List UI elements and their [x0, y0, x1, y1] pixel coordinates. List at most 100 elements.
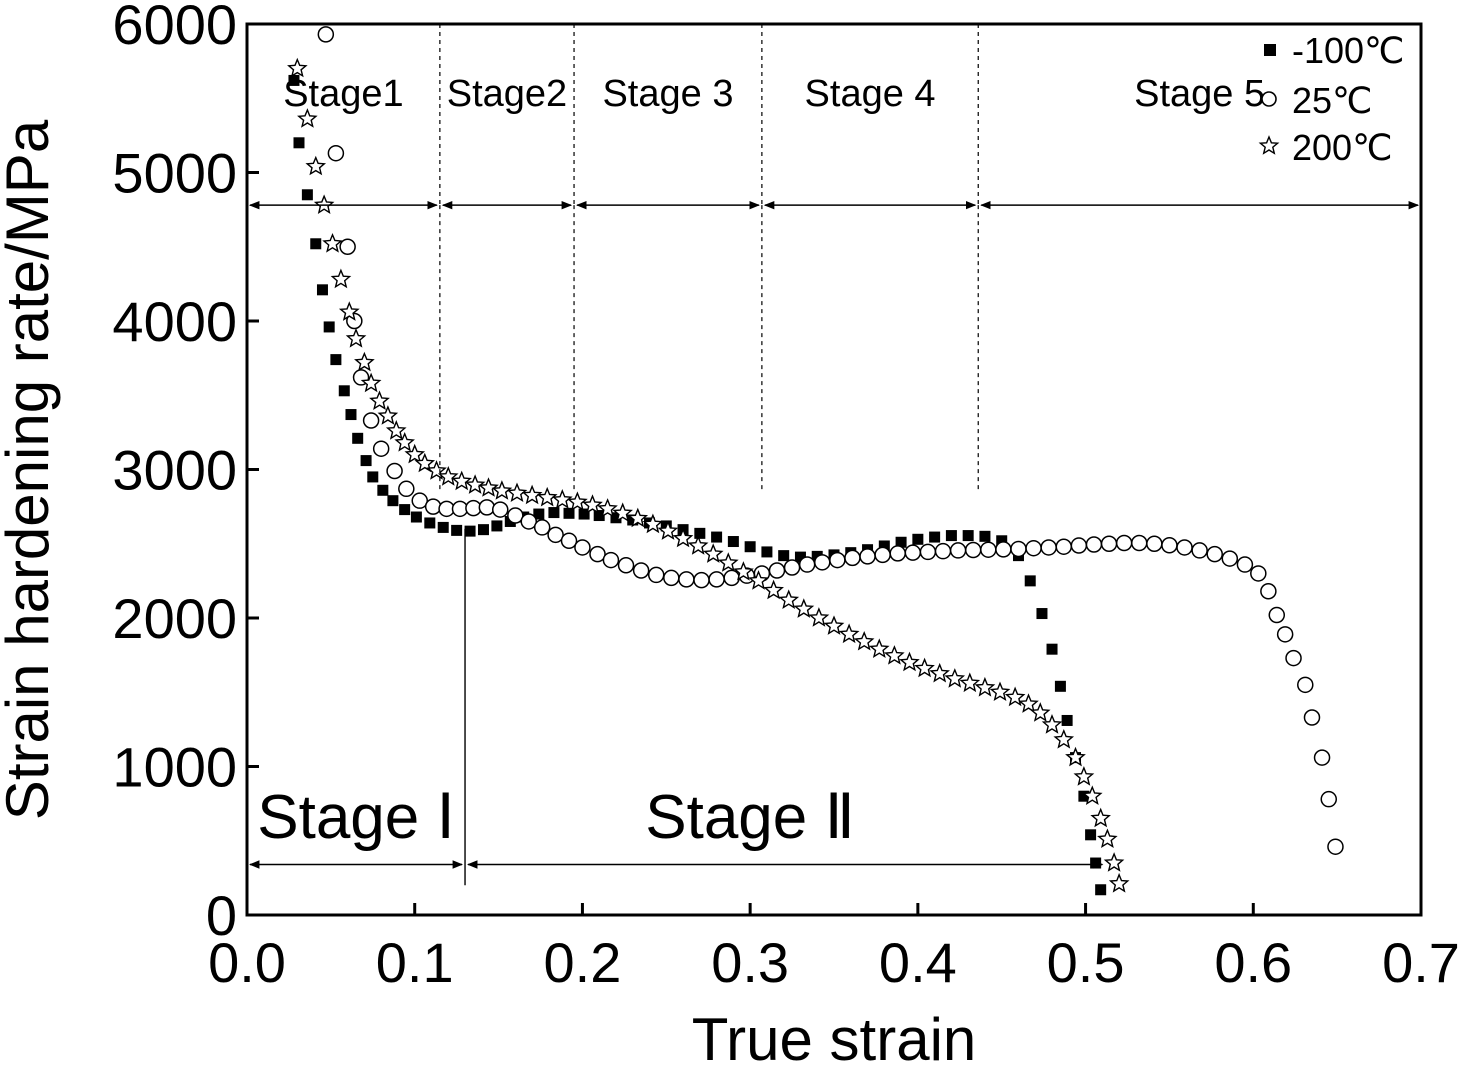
data-point-square	[694, 527, 706, 539]
data-point-square	[491, 520, 503, 532]
data-point-circle	[874, 546, 891, 564]
y-tick-label: 5000	[112, 142, 237, 205]
data-point-square	[301, 189, 313, 201]
stage-label: Stage 4	[805, 73, 936, 115]
major-stage-label: Stage Ⅰ	[257, 783, 455, 852]
data-point-star	[1081, 785, 1103, 806]
data-point-square	[878, 540, 890, 552]
data-point-circle	[1313, 749, 1331, 766]
data-point-circle	[617, 557, 635, 574]
data-point-circle	[1040, 539, 1057, 556]
data-point-star	[345, 327, 367, 348]
data-point-circle	[560, 532, 578, 550]
legend-entry-minus100: -100℃	[1264, 30, 1404, 71]
data-point-star	[899, 651, 920, 672]
data-point-circle	[1025, 539, 1042, 557]
data-point-circle	[647, 566, 665, 584]
data-point-star	[868, 638, 890, 659]
data-point-square	[288, 74, 300, 86]
data-point-square	[912, 533, 924, 545]
data-point-square	[794, 551, 806, 563]
data-point-square	[1054, 680, 1066, 692]
data-point-star	[1018, 693, 1039, 713]
y-axis-title: Strain hardening rate/MPa	[0, 119, 61, 820]
legend-entry-200: 200℃	[1258, 127, 1393, 168]
data-point-star	[702, 543, 724, 563]
data-point-square	[451, 524, 463, 536]
data-point-square	[563, 507, 575, 519]
data-point-star	[672, 527, 694, 548]
data-point-star	[338, 301, 360, 321]
data-point-square	[1085, 829, 1097, 841]
data-point-circle	[904, 544, 922, 561]
data-point-star	[687, 535, 709, 555]
data-point-star	[297, 108, 318, 128]
y-tick-label: 2000	[112, 587, 237, 650]
data-point-circle	[1115, 534, 1133, 552]
data-point-circle	[478, 499, 496, 516]
data-point-circle	[386, 462, 403, 480]
data-point-circle	[708, 571, 725, 588]
data-point-square	[410, 511, 422, 523]
y-tick-label: 4000	[112, 290, 237, 353]
data-point-star	[322, 232, 343, 253]
data-point-star	[642, 513, 664, 534]
data-point-circle	[829, 551, 846, 569]
data-point-circle	[1206, 545, 1223, 563]
data-point-star	[369, 390, 390, 411]
data-point-circle	[1085, 536, 1103, 553]
data-point-square	[1095, 884, 1107, 896]
data-point-star	[959, 672, 981, 693]
data-point-star	[627, 507, 649, 528]
data-point-square	[996, 535, 1008, 547]
data-point-star	[360, 372, 382, 393]
data-point-square	[578, 508, 590, 520]
data-point-star	[733, 561, 754, 581]
data-point-star	[853, 630, 875, 651]
data-point-star	[491, 480, 513, 500]
data-point-circle	[1130, 534, 1148, 552]
data-point-star	[404, 443, 426, 464]
data-point-circle	[723, 569, 740, 587]
data-point-square	[711, 531, 723, 543]
data-point-star	[793, 598, 815, 618]
x-tick-label: 0.7	[1382, 931, 1460, 994]
data-point-square	[338, 385, 350, 397]
data-point-circle	[547, 526, 564, 544]
data-point-star	[536, 486, 558, 507]
data-point-square	[761, 546, 773, 558]
data-point-circle	[1297, 676, 1314, 694]
data-point-star	[394, 431, 415, 452]
data-point-square	[727, 536, 739, 548]
data-point-circle	[1260, 583, 1277, 600]
legend-entry-25: 25℃	[1261, 80, 1372, 121]
data-point-star	[597, 498, 618, 518]
data-point-star	[1041, 714, 1063, 734]
legend-label-200: 200℃	[1292, 127, 1393, 168]
data-point-square	[399, 504, 411, 516]
data-point-star	[989, 681, 1011, 701]
data-point-star	[763, 579, 784, 600]
data-point-circle	[1268, 606, 1286, 624]
x-tick-label: 0.4	[879, 931, 957, 994]
x-tick-label: 0.1	[376, 931, 454, 994]
data-point-square	[323, 321, 335, 333]
data-point-square	[424, 517, 436, 529]
data-point-circle	[327, 144, 345, 162]
data-point-star	[884, 645, 905, 665]
stage-label: Stage 5	[1134, 73, 1265, 115]
data-point-star	[1108, 872, 1130, 893]
major-stage-label: Stage Ⅱ	[645, 783, 855, 852]
data-point-circle	[949, 542, 967, 559]
data-point-square	[533, 508, 545, 520]
data-point-star	[944, 668, 966, 688]
data-point-square	[979, 530, 991, 542]
stage-label: Stage2	[447, 73, 567, 115]
data-point-star	[451, 470, 472, 491]
data-point-square	[330, 354, 342, 366]
data-point-circle	[1303, 709, 1321, 726]
data-point-square	[437, 521, 449, 533]
data-point-square	[352, 432, 364, 444]
data-point-star	[313, 194, 335, 215]
